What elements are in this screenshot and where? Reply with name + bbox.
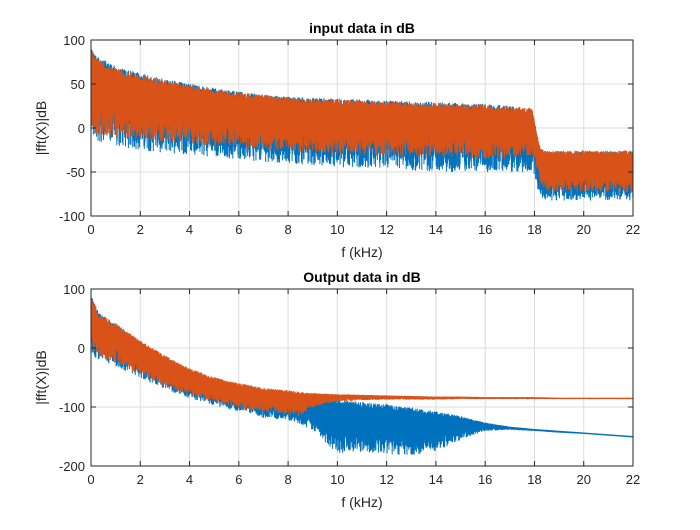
axes-box: [90, 288, 634, 467]
series-trace-2: [91, 50, 633, 192]
y-axis-label: |fft(X)|dB: [33, 101, 49, 155]
x-tick-label: 18: [527, 472, 541, 487]
x-axis-label: f (kHz): [341, 244, 382, 260]
x-tick-label: 20: [576, 472, 590, 487]
x-tick-label: 4: [186, 222, 193, 237]
y-tick-label: -50: [66, 165, 85, 180]
y-tick-label: 50: [71, 77, 85, 92]
y-tick-label: 100: [63, 282, 85, 297]
y-tick-label: -200: [59, 459, 85, 474]
y-axis-label: |fft(X)|dB: [33, 350, 49, 404]
series-group: [91, 49, 633, 201]
x-tick-label: 6: [235, 472, 242, 487]
x-tick-label: 10: [330, 472, 344, 487]
x-tick-label: 18: [527, 222, 541, 237]
x-tick-label: 8: [284, 222, 291, 237]
x-tick-label: 22: [626, 472, 640, 487]
x-tick-label: 16: [478, 472, 492, 487]
x-tick-label: 10: [330, 222, 344, 237]
y-tick-label: -100: [59, 400, 85, 415]
x-tick-label: 8: [284, 472, 291, 487]
chart-title: input data in dB: [309, 20, 415, 36]
x-tick-label: 16: [478, 222, 492, 237]
chart-panel-2: 0 2 4 6 8 10 12 14 16 18 20 22 -200 -100 0 100 Output da…: [33, 269, 640, 510]
x-tick-label: 4: [186, 472, 193, 487]
x-tick-label: 20: [576, 222, 590, 237]
y-tick-label: 0: [78, 341, 85, 356]
x-tick-label: 0: [87, 472, 94, 487]
y-tick-label: -100: [59, 209, 85, 224]
x-tick-label: 0: [87, 222, 94, 237]
series-group: [91, 296, 633, 455]
x-tick-label: 12: [379, 222, 393, 237]
x-axis-label: f (kHz): [341, 494, 382, 510]
x-tick-label: 14: [429, 222, 443, 237]
x-tick-label: 22: [626, 222, 640, 237]
y-tick-label: 100: [63, 33, 85, 48]
x-tick-label: 6: [235, 222, 242, 237]
chart-panel-1: 0 2 4 6 8 10 12 14 16 18 20 22 -100 -50 0 50 100 input da…: [33, 20, 640, 260]
x-tick-label: 12: [379, 472, 393, 487]
x-tick-label: 2: [137, 472, 144, 487]
y-tick-label: 0: [78, 121, 85, 136]
series-trace-2: [91, 296, 633, 416]
x-tick-label: 2: [137, 222, 144, 237]
chart-title: Output data in dB: [303, 269, 420, 285]
x-tick-label: 14: [429, 472, 443, 487]
